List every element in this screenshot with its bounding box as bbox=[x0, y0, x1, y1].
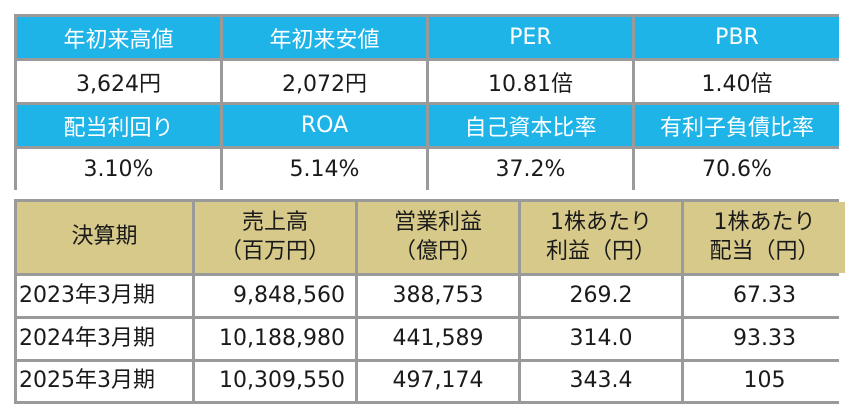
results-row-1-op-profit: 388,753 bbox=[358, 276, 518, 316]
results-header-period-line1: 決算期 bbox=[71, 224, 138, 250]
results-row-2-period: 2024年3月期 bbox=[17, 319, 192, 359]
indicator-label-roa: ROA bbox=[223, 105, 426, 146]
results-row-3-dps: 105 bbox=[684, 362, 845, 401]
results-row-2-sales: 10,188,980 bbox=[195, 319, 355, 359]
indicator-label-debt-ratio: 有利子負債比率 bbox=[635, 105, 839, 146]
results-row-3-sales: 10,309,550 bbox=[195, 362, 355, 401]
results-row-1-sales: 9,848,560 bbox=[195, 276, 355, 316]
results-row-1-period: 2023年3月期 bbox=[17, 276, 192, 316]
results-header-sales-line2: （百万円） bbox=[219, 238, 330, 264]
results-header-eps-line2: 利益（円） bbox=[545, 238, 656, 264]
indicator-label-dividend-yield: 配当利回り bbox=[17, 105, 220, 146]
results-header-op-profit-line1: 営業利益 bbox=[393, 209, 482, 235]
results-row-2-eps: 314.0 bbox=[521, 319, 681, 359]
results-header-sales-line1: 売上高 bbox=[241, 209, 308, 235]
indicator-value-debt-ratio: 70.6% bbox=[635, 149, 839, 190]
results-header-dps-line2: 配当（円） bbox=[709, 238, 820, 264]
results-header-sales: 売上高 （百万円） bbox=[195, 202, 355, 273]
results-row-1-eps: 269.2 bbox=[521, 276, 681, 316]
results-row-2-op-profit: 441,589 bbox=[358, 319, 518, 359]
results-table: 決算期 売上高 （百万円） 営業利益 （億円） 1株あたり 利益（円） 1株あた… bbox=[14, 199, 845, 404]
indicator-value-dividend-yield: 3.10% bbox=[17, 149, 220, 190]
indicator-label-equity-ratio: 自己資本比率 bbox=[429, 105, 632, 146]
indicator-label-pbr: PBR bbox=[635, 17, 839, 58]
indicator-label-ytd-low: 年初来安値 bbox=[223, 17, 426, 58]
indicator-value-ytd-high: 3,624円 bbox=[17, 61, 220, 102]
results-row-3-period: 2025年3月期 bbox=[17, 362, 192, 401]
results-header-dps: 1株あたり 配当（円） bbox=[684, 202, 845, 273]
indicator-label-per: PER bbox=[429, 17, 632, 58]
indicator-value-per: 10.81倍 bbox=[429, 61, 632, 102]
indicator-value-pbr: 1.40倍 bbox=[635, 61, 839, 102]
indicator-value-equity-ratio: 37.2% bbox=[429, 149, 632, 190]
results-header-period: 決算期 bbox=[17, 202, 192, 273]
results-row-2-dps: 93.33 bbox=[684, 319, 845, 359]
results-header-op-profit: 営業利益 （億円） bbox=[358, 202, 518, 273]
indicator-label-ytd-high: 年初来高値 bbox=[17, 17, 220, 58]
results-header-dps-line1: 1株あたり bbox=[713, 209, 816, 235]
results-header-eps-line1: 1株あたり bbox=[550, 209, 652, 235]
results-header-op-profit-line2: （億円） bbox=[393, 238, 482, 264]
indicator-value-roa: 5.14% bbox=[223, 149, 426, 190]
results-row-3-eps: 343.4 bbox=[521, 362, 681, 401]
indicator-table: 年初来高値 年初来安値 PER PBR 3,624円 2,072円 10.81倍… bbox=[14, 14, 839, 190]
results-row-3-op-profit: 497,174 bbox=[358, 362, 518, 401]
results-row-1-dps: 67.33 bbox=[684, 276, 845, 316]
indicator-value-ytd-low: 2,072円 bbox=[223, 61, 426, 102]
results-header-eps: 1株あたり 利益（円） bbox=[521, 202, 681, 273]
